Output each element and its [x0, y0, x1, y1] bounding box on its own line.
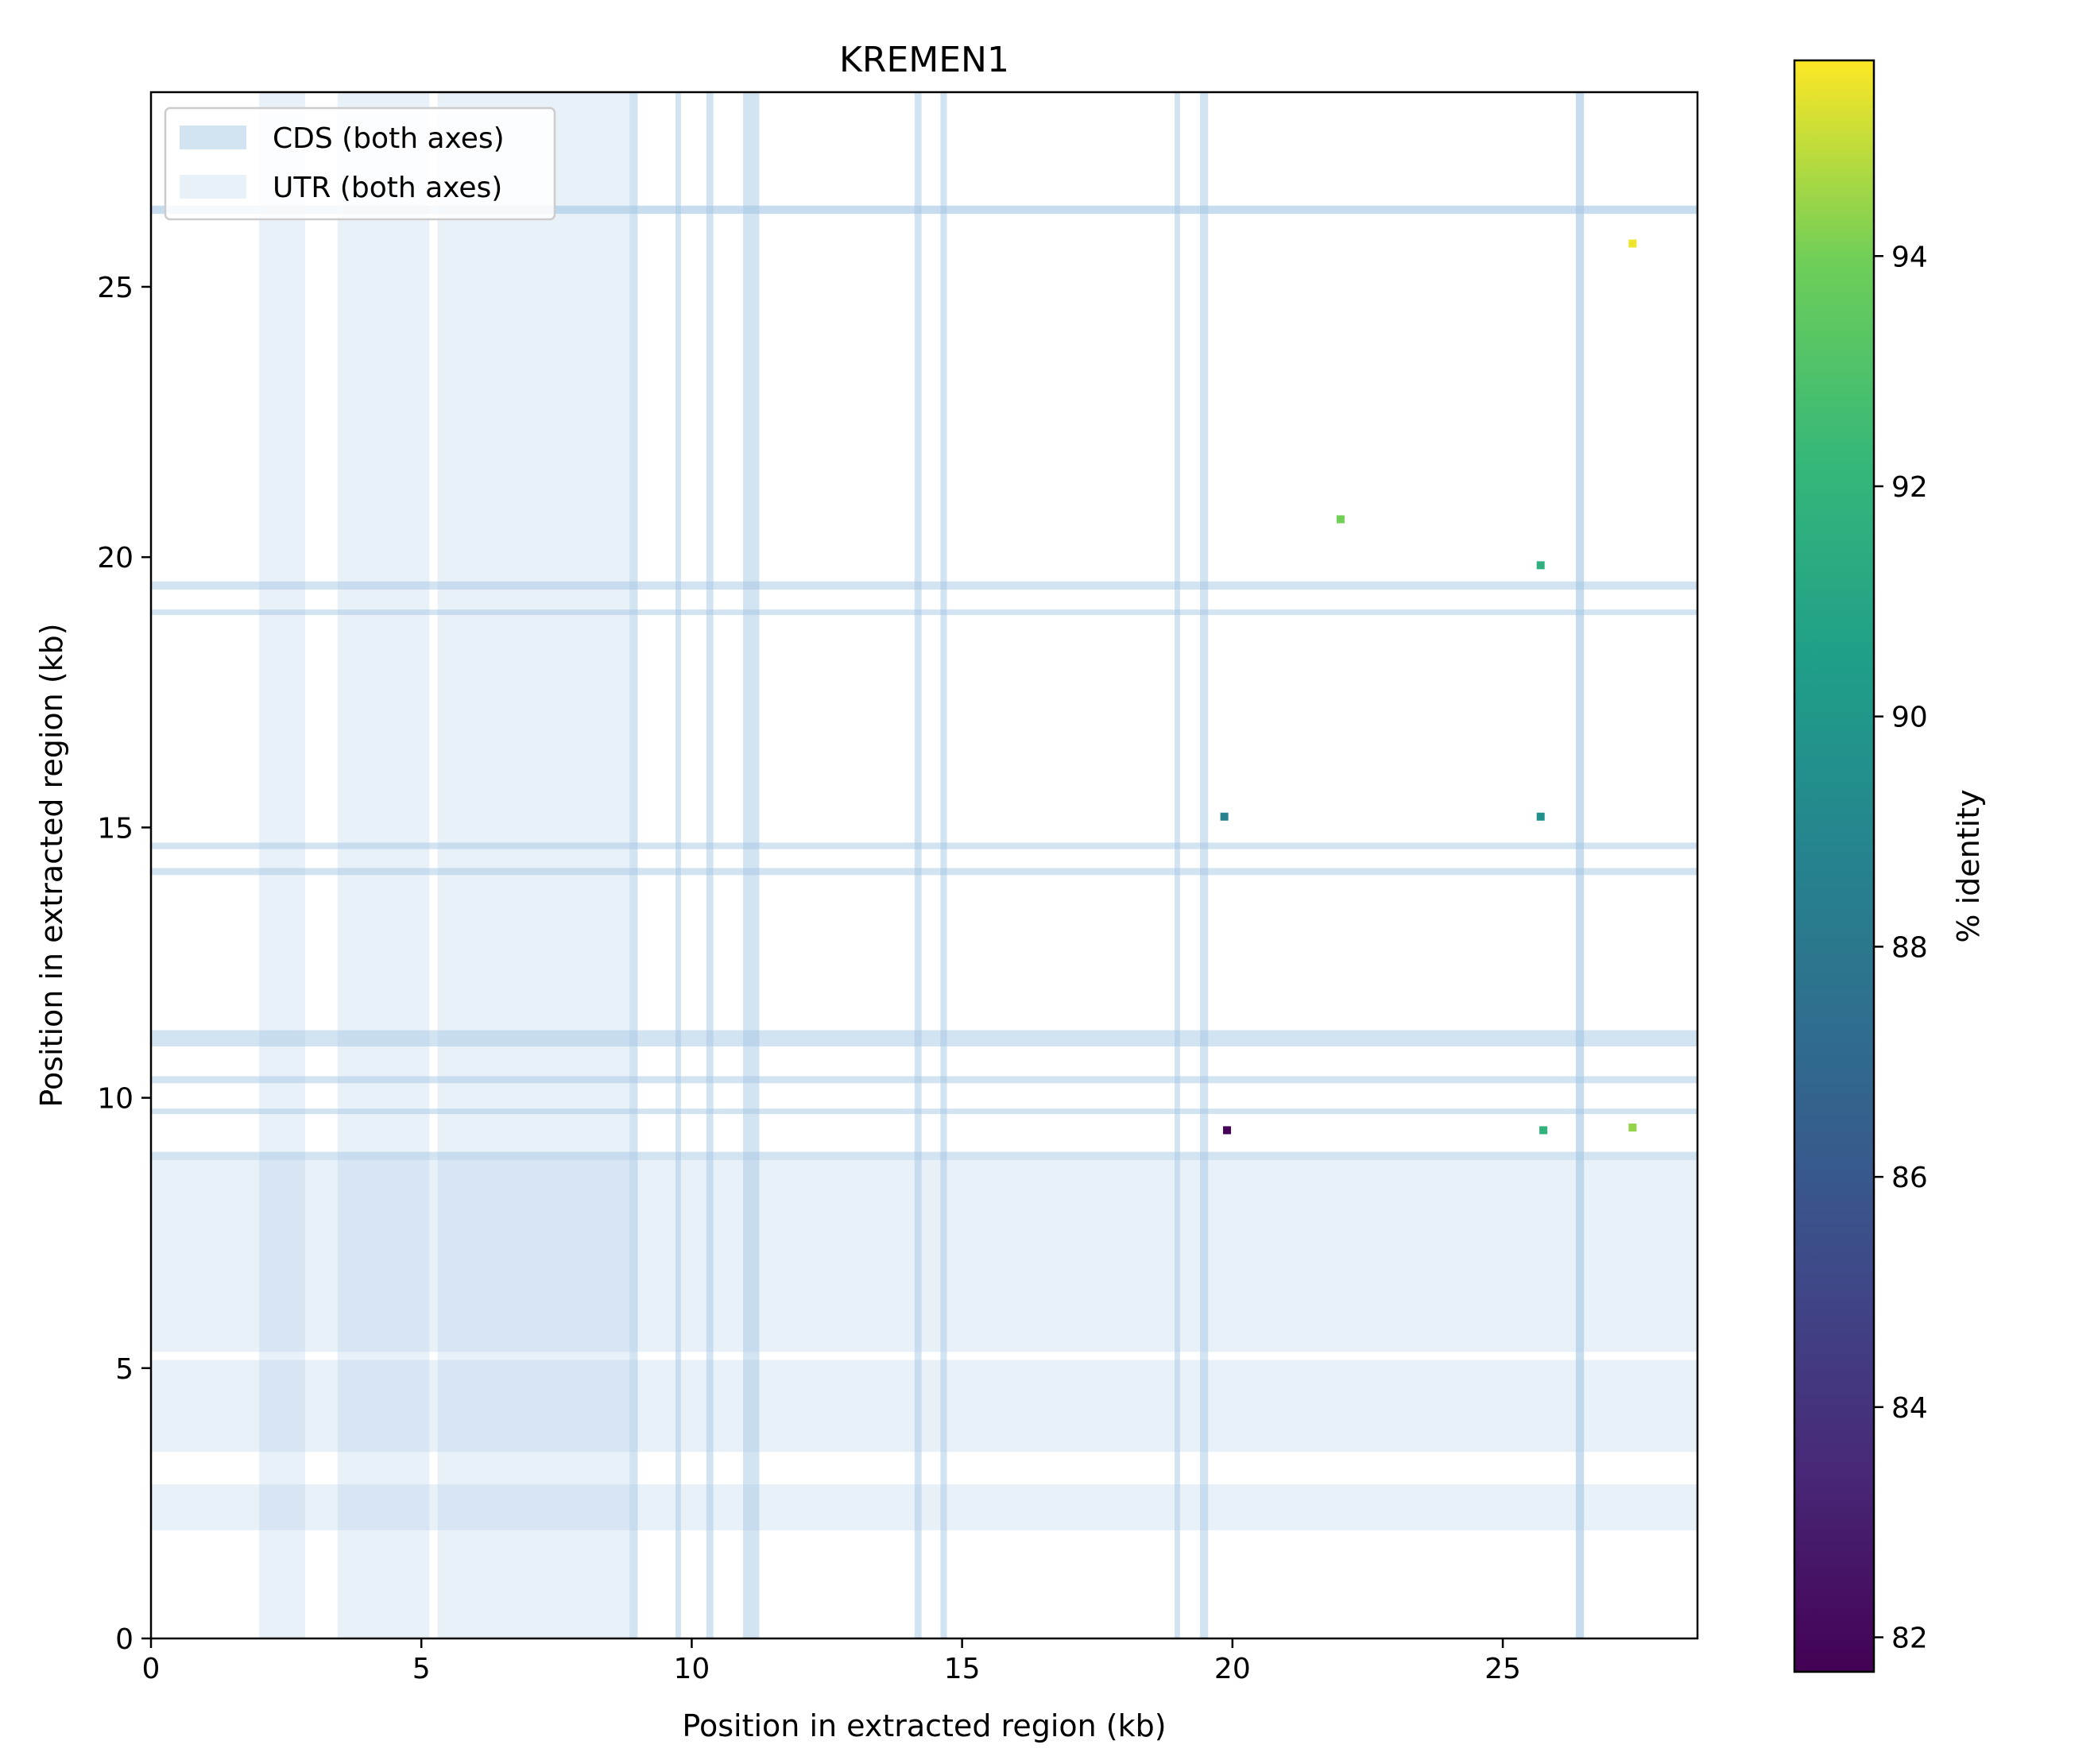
cds-band-vertical	[629, 92, 638, 1638]
utr-band-horizontal	[151, 1484, 1697, 1530]
colorbar-tick-label: 92	[1891, 471, 1928, 504]
chart-title: KREMEN1	[839, 40, 1009, 80]
cds-band-horizontal	[151, 868, 1697, 876]
alignment-point	[1336, 515, 1345, 524]
cds-band-vertical	[675, 92, 681, 1638]
alignment-point	[1628, 1124, 1637, 1132]
cds-band-vertical	[706, 92, 714, 1638]
colorbar-label: % identity	[1951, 789, 1986, 942]
x-tick-label: 5	[412, 1653, 431, 1685]
legend-swatch-cds	[180, 126, 246, 149]
cds-band-vertical	[1575, 92, 1585, 1638]
x-tick-label: 20	[1214, 1653, 1251, 1685]
alignment-point	[1539, 1126, 1548, 1135]
colorbar-tick-label: 94	[1891, 241, 1928, 273]
colorbar-ticks: 82 84 86 88 90 92 94	[1874, 241, 1928, 1655]
legend-label-utr: UTR (both axes)	[273, 172, 502, 204]
legend-swatch-utr	[180, 175, 246, 199]
annotation-bands	[151, 92, 1697, 1638]
legend: CDS (both axes) UTR (both axes)	[164, 106, 556, 221]
alignment-point	[1536, 561, 1545, 570]
y-axis: 0 5 10 15 20 25	[97, 272, 151, 1656]
colorbar-tick-label: 90	[1891, 702, 1928, 734]
cds-band-vertical	[1200, 92, 1209, 1638]
cds-band-vertical	[743, 92, 760, 1638]
y-tick-label: 0	[115, 1623, 134, 1656]
x-tick-label: 10	[674, 1653, 710, 1685]
y-tick-label: 5	[115, 1353, 134, 1386]
y-tick-label: 25	[97, 272, 134, 304]
x-tick-label: 25	[1484, 1653, 1521, 1685]
utr-band-horizontal	[151, 1159, 1697, 1352]
cds-band-vertical	[1175, 92, 1180, 1638]
x-axis-title: Position in extracted region (kb)	[682, 1708, 1166, 1743]
x-tick-label: 0	[142, 1653, 161, 1685]
colorbar: 82 84 86 88 90 92 94 % identity	[1793, 59, 1986, 1673]
cds-band-vertical	[914, 92, 922, 1638]
cds-band-horizontal	[151, 205, 1697, 215]
utr-band-horizontal	[151, 1360, 1697, 1453]
cds-band-horizontal	[151, 1030, 1697, 1046]
alignment-point	[1220, 812, 1229, 821]
alignment-point	[1536, 812, 1545, 821]
utr-band-vertical	[259, 92, 305, 1638]
cds-band-vertical	[940, 92, 947, 1638]
y-tick-label: 15	[97, 812, 134, 845]
alignment-point	[1223, 1126, 1232, 1135]
colorbar-tick-label: 84	[1891, 1392, 1928, 1425]
colorbar-gradient	[1793, 59, 1875, 1673]
data-points	[1220, 239, 1637, 1135]
x-axis: 0 5 10 15 20 25	[142, 1638, 1521, 1685]
colorbar-tick-label: 88	[1891, 931, 1928, 964]
cds-band-horizontal	[151, 842, 1697, 849]
plot-frame	[149, 91, 1699, 1640]
cds-band-horizontal	[151, 1108, 1697, 1114]
y-tick-label: 20	[97, 542, 134, 574]
cds-band-horizontal	[151, 1076, 1697, 1084]
cds-band-horizontal	[151, 1151, 1697, 1160]
colorbar-tick-label: 86	[1891, 1162, 1928, 1194]
utr-band-vertical	[337, 92, 430, 1638]
cds-band-horizontal	[151, 609, 1697, 615]
alignment-point	[1628, 239, 1637, 248]
y-axis-title: Position in extracted region (kb)	[34, 623, 69, 1107]
colorbar-tick-label: 82	[1891, 1623, 1928, 1655]
utr-band-vertical	[437, 92, 630, 1638]
cds-band-horizontal	[151, 581, 1697, 590]
legend-box	[164, 106, 556, 221]
legend-label-cds: CDS (both axes)	[273, 122, 505, 155]
x-tick-label: 15	[944, 1653, 981, 1685]
y-tick-label: 10	[97, 1083, 134, 1116]
